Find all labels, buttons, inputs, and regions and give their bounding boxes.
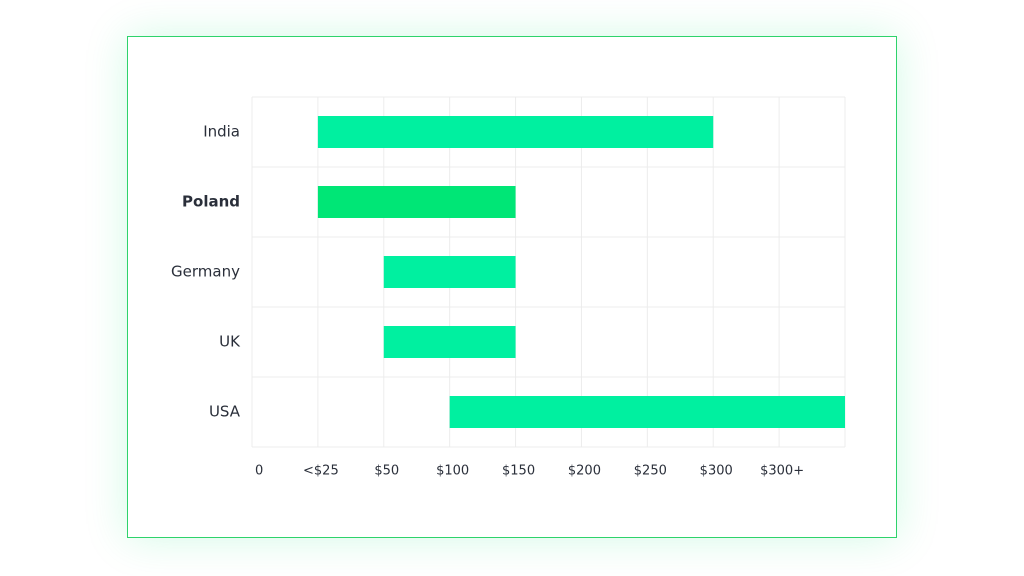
x-tick-label: $150 xyxy=(502,464,535,479)
y-tick-label: UK xyxy=(219,333,241,351)
bar xyxy=(383,326,516,358)
bar xyxy=(449,396,845,428)
x-tick-label: $100 xyxy=(436,464,469,479)
y-tick-label: USA xyxy=(209,403,241,421)
y-tick-label: Germany xyxy=(171,263,240,281)
y-tick-label: Poland xyxy=(182,193,240,211)
x-tick-label: $300+ xyxy=(760,464,804,479)
x-tick-label: $300 xyxy=(700,464,733,479)
x-tick-label: $250 xyxy=(634,464,667,479)
bar xyxy=(317,186,516,218)
x-tick-label: $50 xyxy=(374,464,399,479)
x-tick-label: 0 xyxy=(255,464,263,479)
bar xyxy=(317,116,714,148)
x-tick-label: $200 xyxy=(568,464,601,479)
bar xyxy=(383,256,516,288)
y-tick-label: India xyxy=(203,123,240,141)
x-tick-label: <$25 xyxy=(303,464,339,479)
